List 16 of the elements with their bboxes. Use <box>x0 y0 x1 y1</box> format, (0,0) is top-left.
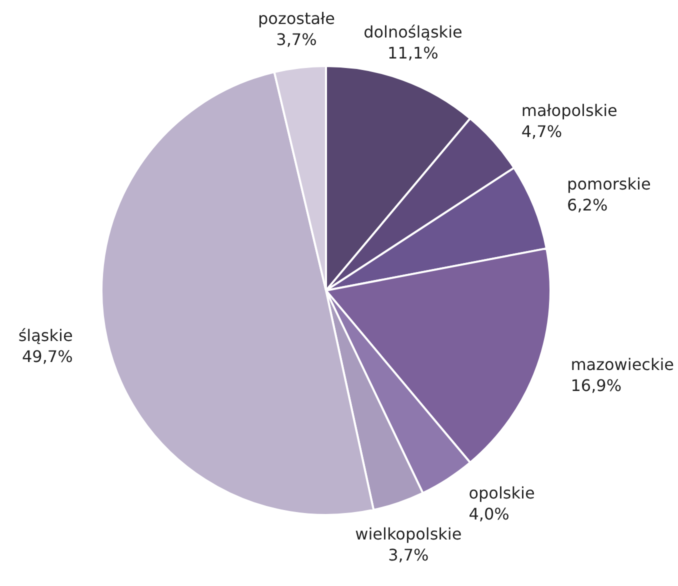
data-label: 11,1% <box>388 43 438 62</box>
data-label: 4,0% <box>468 504 510 524</box>
slice-label: wielkopolskie <box>355 524 462 544</box>
data-label: 3,7% <box>276 30 317 49</box>
slice-label: pomorskie <box>567 174 651 194</box>
data-label: 16,9% <box>570 376 622 396</box>
slice-label: śląskie <box>18 326 73 345</box>
slice-label: pozostałe <box>258 8 335 28</box>
slice-label: małopolskie <box>521 100 618 120</box>
data-label: 6,2% <box>567 195 608 214</box>
slice-label: opolskie <box>468 484 535 503</box>
data-label: 4,7% <box>521 122 562 141</box>
data-label: 3,7% <box>388 545 429 564</box>
data-label: 49,7% <box>22 346 73 366</box>
slice-label: dolnośląskie <box>364 22 462 42</box>
slice-label: mazowieckie <box>570 355 674 374</box>
